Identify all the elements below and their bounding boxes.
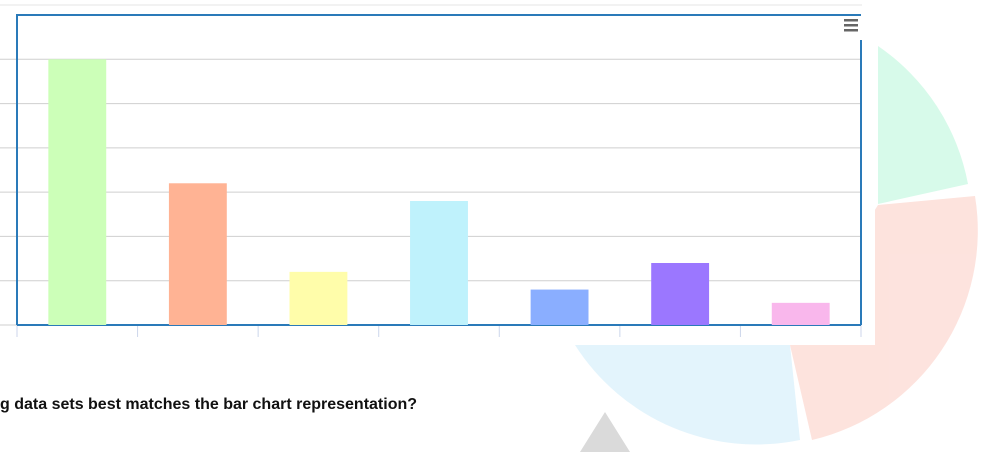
bar (771, 302, 830, 325)
background-pie (575, 46, 978, 452)
pie-slice (878, 46, 968, 204)
bar (530, 289, 589, 325)
menu-button[interactable] (844, 19, 858, 32)
pie-slice (575, 345, 800, 445)
bar (289, 271, 348, 325)
pie-pointer (580, 412, 630, 452)
plot-border (16, 14, 862, 325)
bar (48, 59, 107, 326)
plot (0, 58, 862, 337)
bar (168, 183, 227, 325)
bar (651, 263, 710, 325)
bar (410, 201, 468, 325)
pie-slice (790, 196, 978, 440)
question-text: g data sets best matches the bar chart r… (0, 396, 417, 413)
